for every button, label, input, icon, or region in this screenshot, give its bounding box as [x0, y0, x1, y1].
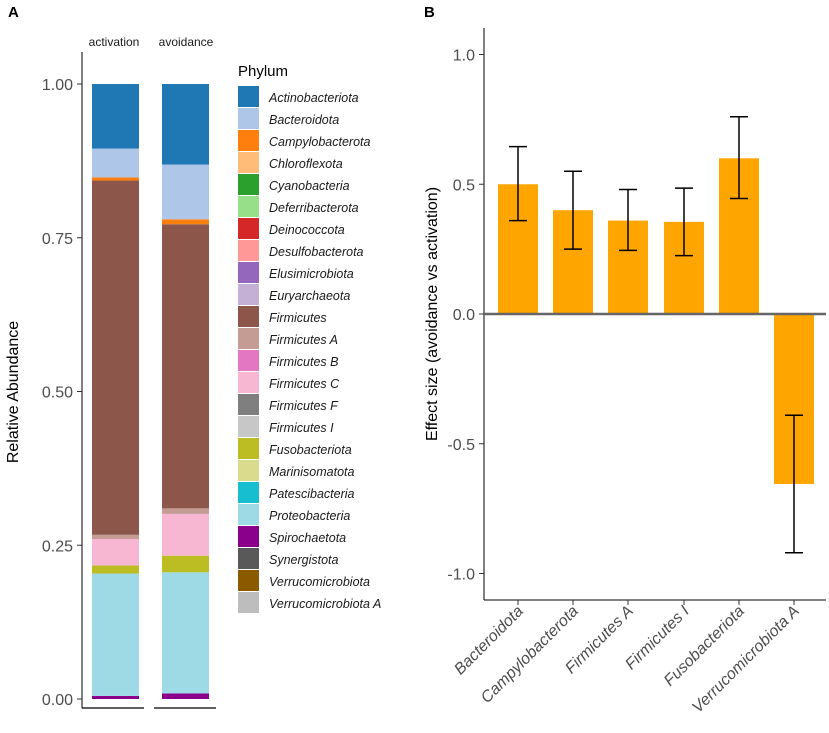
- stack-segment-activation-proteobacteria: [92, 573, 139, 696]
- stack-segment-avoidance-spirochaetota: [162, 693, 209, 699]
- legend-label: Firmicutes B: [269, 355, 338, 369]
- legend-label: Bacteroidota: [269, 113, 339, 127]
- legend-label: Chloroflexota: [269, 157, 343, 171]
- panel-a-y-tick-label: 1.00: [42, 77, 73, 94]
- legend-label: Deinococcota: [269, 223, 345, 237]
- legend-swatch: [238, 328, 259, 349]
- stack-segment-avoidance-fusobacteriota: [162, 555, 209, 573]
- stack-segment-activation-actinobacteriota: [92, 84, 139, 149]
- legend-label: Verrucomicrobiota: [269, 575, 370, 589]
- panel-b-ylabel: Effect size (avoidance vs activation): [424, 187, 441, 441]
- panel-b-y-tick-label: 0.5: [453, 177, 475, 194]
- stack-segment-avoidance-firmicutes: [162, 224, 209, 509]
- legend: Actinobacteriota Bacteroidota Campylobacte…: [238, 86, 381, 613]
- legend-label: Synergistota: [269, 553, 339, 567]
- legend-label: Proteobacteria: [269, 509, 350, 523]
- panel-a-label: A: [8, 4, 19, 21]
- legend-label: Spirochaetota: [269, 531, 346, 545]
- legend-swatch: [238, 592, 259, 613]
- legend-swatch: [238, 350, 259, 371]
- panel-a-ylabel: Relative Abundance: [5, 321, 22, 463]
- stack-segment-activation-bacteroidota: [92, 148, 139, 178]
- legend-label: Elusimicrobiota: [269, 267, 354, 281]
- legend-swatch: [238, 86, 259, 107]
- legend-swatch: [238, 130, 259, 151]
- panel-a: 0.00 0.25 0.50 0.75 1.00 activation avoidance: [42, 35, 216, 709]
- legend-swatch: [238, 548, 259, 569]
- stack-segment-activation-firmicutes-a: [92, 534, 139, 540]
- legend-title: Phylum: [238, 63, 288, 80]
- stack-segment-avoidance-campylobacterota: [162, 219, 209, 225]
- legend-label: Firmicutes C: [269, 377, 340, 391]
- facet-label-avoidance: avoidance: [159, 35, 214, 49]
- legend-label: Cyanobacteria: [269, 179, 350, 193]
- legend-label: Actinobacteriota: [268, 91, 359, 105]
- legend-label: Firmicutes F: [269, 399, 339, 413]
- stack-segment-activation-fusobacteriota: [92, 565, 139, 574]
- stack-segment-activation-campylobacterota: [92, 177, 139, 181]
- legend-swatch: [238, 152, 259, 173]
- legend-swatch: [238, 240, 259, 261]
- panel-b-label: B: [424, 4, 435, 21]
- panel-b: -1.0-0.50.00.51.0BacteroidotaCampylobact…: [447, 28, 826, 716]
- stack-segment-avoidance-firmicutes-c: [162, 513, 209, 556]
- legend-label: Marinisomatota: [269, 465, 354, 479]
- panel-b-x-tick-label: Verrucomicrobiota A: [689, 603, 803, 717]
- panel-a-y-tick-label: 0.75: [42, 231, 73, 248]
- legend-label: Verrucomicrobiota A: [269, 597, 381, 611]
- legend-label: Fusobacteriota: [269, 443, 352, 457]
- panel-a-y-tick-label: 0.50: [42, 385, 73, 402]
- panel-b-y-tick-label: 0.0: [453, 307, 475, 324]
- panel-b-y-tick-label: -1.0: [447, 567, 475, 584]
- legend-swatch: [238, 196, 259, 217]
- legend-swatch: [238, 570, 259, 591]
- legend-swatch: [238, 284, 259, 305]
- legend-swatch: [238, 460, 259, 481]
- legend-swatch: [238, 438, 259, 459]
- panel-a-y-tick-label: 0.00: [42, 692, 73, 709]
- legend-label: Deferribacterota: [269, 201, 359, 215]
- panel-b-y-tick-label: 1.0: [453, 48, 475, 65]
- stack-segment-activation-spirochaetota: [92, 695, 139, 699]
- stack-segment-activation-firmicutes-c: [92, 539, 139, 566]
- legend-label: Euryarchaeota: [269, 289, 350, 303]
- legend-label: Patescibacteria: [269, 487, 355, 501]
- legend-swatch: [238, 394, 259, 415]
- legend-label: Firmicutes: [269, 311, 327, 325]
- legend-swatch: [238, 526, 259, 547]
- stack-segment-avoidance-proteobacteria: [162, 572, 209, 694]
- legend-swatch: [238, 218, 259, 239]
- legend-label: Firmicutes A: [269, 333, 338, 347]
- legend-swatch: [238, 174, 259, 195]
- panel-a-y-tick-label: 0.25: [42, 538, 73, 555]
- legend-swatch: [238, 504, 259, 525]
- legend-swatch: [238, 482, 259, 503]
- stack-segment-activation-firmicutes: [92, 180, 139, 535]
- stack-segment-avoidance-firmicutes-a: [162, 508, 209, 514]
- facet-label-activation: activation: [89, 35, 140, 49]
- legend-label: Firmicutes I: [269, 421, 334, 435]
- legend-swatch: [238, 372, 259, 393]
- panel-b-x-tick-label: Campylobacterota: [478, 603, 582, 707]
- panel-b-y-tick-label: -0.5: [447, 437, 475, 454]
- legend-label: Campylobacterota: [269, 135, 370, 149]
- legend-swatch: [238, 306, 259, 327]
- stack-segment-avoidance-actinobacteriota: [162, 84, 209, 165]
- legend-swatch: [238, 262, 259, 283]
- legend-label: Desulfobacterota: [269, 245, 364, 259]
- stack-segment-avoidance-bacteroidota: [162, 164, 209, 220]
- legend-swatch: [238, 108, 259, 129]
- legend-swatch: [238, 416, 259, 437]
